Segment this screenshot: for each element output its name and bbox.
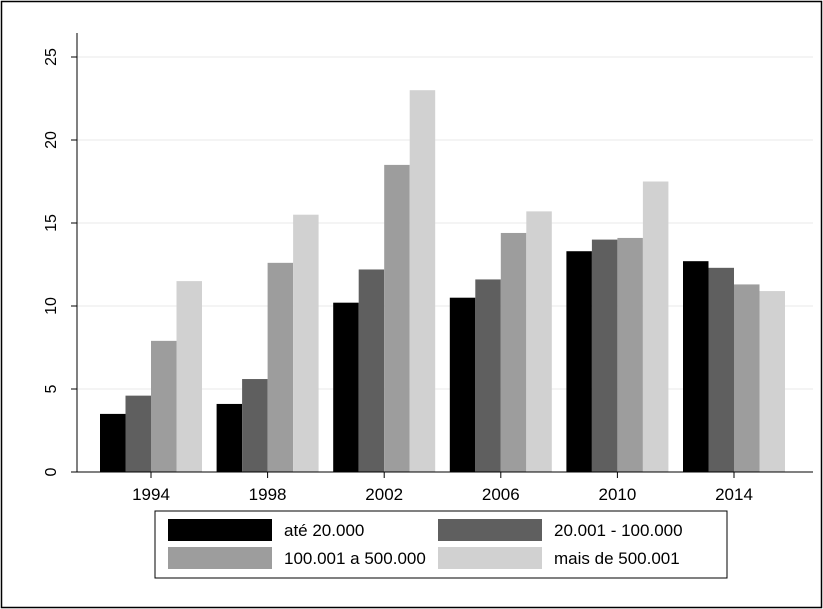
bar	[734, 284, 760, 472]
x-axis-ticks: 1994 1998 2002 2006 2010 2014	[132, 472, 753, 504]
bar	[151, 340, 177, 472]
bar	[500, 232, 527, 472]
legend: até 20.000 20.001 - 100.000 100.001 a 500.…	[154, 510, 728, 579]
bar	[384, 164, 410, 472]
y-tick-label: 10	[43, 297, 60, 315]
y-tick-label: 15	[43, 214, 60, 232]
bar	[642, 181, 669, 472]
x-tick-label: 2006	[482, 485, 520, 504]
legend-label: 20.001 - 100.000	[554, 521, 683, 540]
bar	[293, 214, 319, 472]
bar	[708, 267, 734, 472]
bar	[216, 403, 243, 472]
x-tick-label: 2010	[598, 485, 636, 504]
y-tick-label: 5	[43, 384, 60, 393]
legend-swatch	[168, 547, 272, 569]
bar	[176, 281, 202, 472]
legend-swatch	[438, 519, 542, 541]
legend-swatch	[438, 547, 542, 569]
bar	[333, 302, 359, 472]
legend-swatch	[168, 519, 272, 541]
x-tick-label: 2014	[715, 485, 753, 504]
bar	[267, 262, 294, 472]
bar	[409, 90, 436, 472]
bar	[100, 413, 126, 472]
bar	[617, 237, 643, 472]
bar	[475, 279, 501, 472]
bars	[100, 90, 785, 472]
bar	[125, 395, 151, 472]
y-tick-label: 0	[43, 467, 60, 476]
bar	[683, 261, 709, 472]
legend-label: 100.001 a 500.000	[284, 549, 426, 568]
x-tick-label: 1994	[132, 485, 170, 504]
bar	[526, 211, 552, 472]
bar	[449, 297, 476, 472]
bar	[566, 251, 592, 472]
bar	[591, 239, 618, 472]
bar	[759, 291, 785, 472]
y-tick-label: 25	[43, 48, 60, 66]
bar	[358, 269, 385, 472]
legend-label: mais de 500.001	[554, 549, 680, 568]
x-tick-label: 2002	[365, 485, 403, 504]
bar	[242, 379, 268, 472]
y-tick-label: 20	[43, 131, 60, 149]
x-tick-label: 1998	[249, 485, 287, 504]
y-axis-ticks: 0 5 10 15 20 25	[43, 48, 77, 476]
legend-label: até 20.000	[284, 521, 364, 540]
